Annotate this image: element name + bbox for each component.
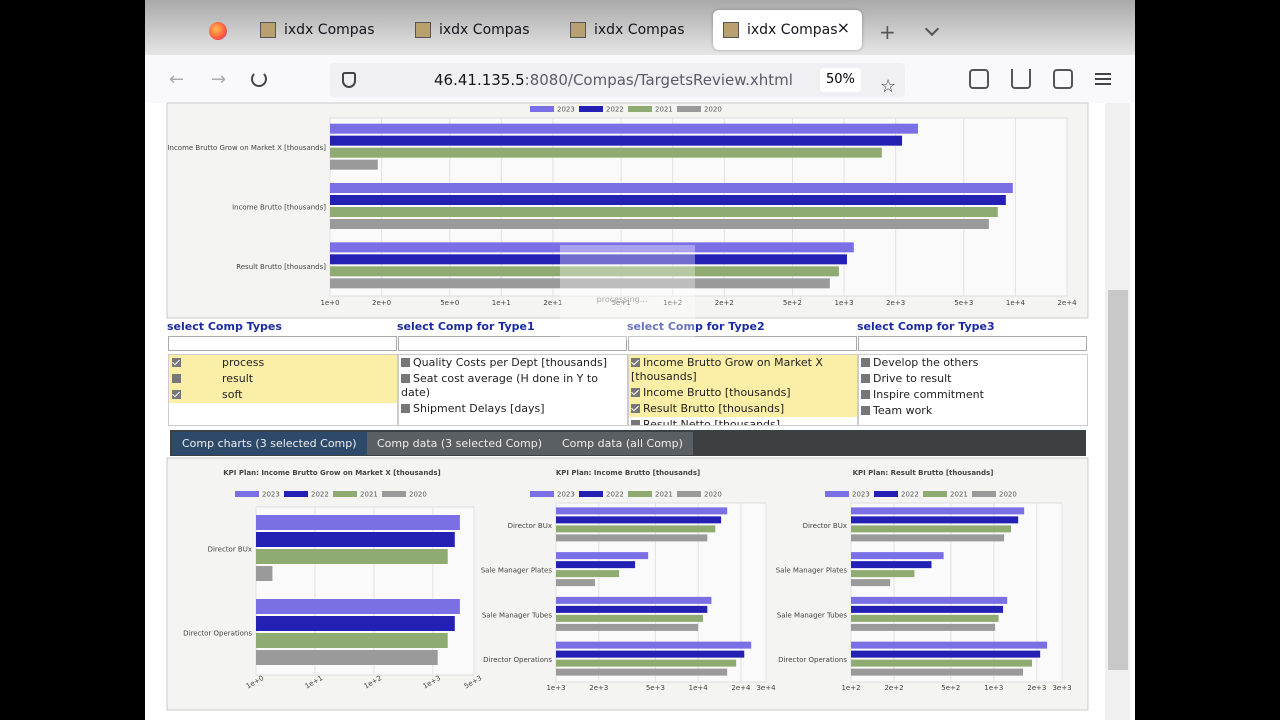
url-host: 46.41.135.5 [434, 71, 525, 89]
checkbox[interactable] [631, 358, 640, 367]
browser-tab[interactable]: ixdx Compas [560, 10, 700, 50]
list-item[interactable]: Result Brutto [thousands] [629, 401, 857, 417]
tab-icon [570, 22, 586, 38]
item-label: soft [222, 388, 243, 401]
list-item[interactable]: Income Brutto [thousands] [629, 385, 857, 401]
list-item[interactable]: Develop the others [859, 355, 1087, 371]
list-item[interactable]: Shipment Delays [days] [399, 401, 627, 417]
selector-title: select Comp for Type1 [397, 320, 535, 333]
checkbox[interactable] [861, 358, 870, 367]
list-item[interactable]: soft [169, 387, 397, 403]
checkbox[interactable] [861, 406, 870, 415]
reload-button[interactable] [251, 71, 267, 87]
menu-bar [1095, 78, 1111, 80]
toolbar: ← → 46.41.135.5:8080/Compas/TargetsRevie… [145, 55, 1135, 104]
item-label: Income Brutto [thousands] [643, 386, 791, 399]
tab-title: ixdx Compas [439, 22, 530, 38]
list-item[interactable]: Seat cost average (H done in Y to date) [399, 371, 627, 401]
checkbox[interactable] [172, 390, 181, 399]
checkbox[interactable] [861, 374, 870, 383]
list-item[interactable]: Income Brutto Grow on Market X [thousand… [629, 355, 857, 385]
selector-title: select Comp for Type2 [627, 320, 765, 333]
bookmark-star[interactable]: ☆ [880, 76, 897, 97]
checkbox[interactable] [172, 374, 181, 383]
checkbox[interactable] [631, 404, 640, 413]
search-box[interactable] [628, 336, 857, 351]
view-tab[interactable]: Comp data (3 selected Comp) [367, 432, 552, 455]
selector-title: select Comp Types [167, 320, 282, 333]
zoom-level[interactable]: 50% [820, 68, 861, 92]
list-item[interactable]: Team work [859, 403, 1087, 419]
view-tabs: Comp charts (3 selected Comp) Comp data (… [170, 430, 1086, 456]
tab-title: ixdx Compas [747, 22, 838, 38]
view-tab[interactable]: Comp data (all Comp) [552, 432, 693, 455]
search-box[interactable] [398, 336, 627, 351]
checkbox[interactable] [631, 420, 640, 425]
browser-window: ixdx Compas ixdx Compas ixdx Compas ixdx Co… [145, 0, 1135, 720]
url-bar[interactable]: 46.41.135.5:8080/Compas/TargetsReview.xh… [330, 63, 905, 97]
item-label: Develop the others [873, 356, 979, 369]
view-tab[interactable]: Comp charts (3 selected Comp) [172, 432, 367, 455]
list-item[interactable]: Drive to result [859, 371, 1087, 387]
downloads-button[interactable] [1011, 69, 1031, 89]
tab-bar: ixdx Compas ixdx Compas ixdx Compas ixdx Co… [145, 0, 1135, 55]
checkbox[interactable] [401, 404, 410, 413]
item-label: Seat cost average (H done in Y to date) [401, 372, 598, 399]
search-box[interactable] [858, 336, 1087, 351]
search-box[interactable] [168, 336, 397, 351]
tab-list-button[interactable] [924, 21, 940, 37]
item-label: Result Brutto [thousands] [643, 402, 785, 415]
item-label: Income Brutto Grow on Market X [thousand… [631, 356, 823, 383]
browser-tab[interactable]: ixdx Compas [250, 10, 395, 50]
selector-list: process result soft [168, 354, 398, 426]
tab-close[interactable]: × [836, 18, 850, 37]
extensions-button[interactable] [1053, 69, 1073, 89]
browser-tab[interactable]: ixdx Compas [405, 10, 545, 50]
url-path: :8080/Compas/TargetsReview.xhtml [524, 71, 793, 89]
list-item[interactable]: Quality Costs per Dept [thousands] [399, 355, 627, 371]
item-label: Quality Costs per Dept [thousands] [413, 356, 608, 369]
checkbox[interactable] [861, 390, 870, 399]
back-button[interactable]: ← [169, 69, 185, 90]
new-tab-button[interactable]: + [879, 20, 896, 44]
selector-list: Develop the others Drive to result Inspire… [858, 354, 1088, 426]
tab-icon [415, 22, 431, 38]
selector-list: Income Brutto Grow on Market X [thousand… [628, 354, 858, 426]
tab-icon [260, 22, 276, 38]
item-label: Result Netto [thousands] [643, 418, 781, 426]
item-label: Shipment Delays [days] [413, 402, 545, 415]
list-item[interactable]: Inspire commitment [859, 387, 1087, 403]
browser-tab[interactable]: ixdx Compas × [713, 10, 862, 50]
forward-button[interactable]: → [211, 69, 227, 90]
tab-title: ixdx Compas [594, 22, 685, 38]
list-item[interactable]: Result Netto [thousands] [629, 417, 857, 426]
tab-title: ixdx Compas [284, 22, 375, 38]
list-item[interactable]: result [169, 371, 397, 387]
item-label: result [222, 372, 254, 385]
shield-icon[interactable] [342, 72, 356, 88]
url: 46.41.135.5:8080/Compas/TargetsReview.xh… [434, 63, 793, 97]
selector-list: Quality Costs per Dept [thousands] Seat c… [398, 354, 628, 426]
checkbox[interactable] [401, 358, 410, 367]
item-label: process [222, 356, 265, 369]
selector-title: select Comp for Type3 [857, 320, 995, 333]
checkbox[interactable] [401, 374, 410, 383]
item-label: Drive to result [873, 372, 952, 385]
scrollbar-thumb[interactable] [1108, 290, 1128, 670]
tab-icon [723, 22, 739, 38]
item-label: Team work [873, 404, 933, 417]
item-label: Inspire commitment [873, 388, 984, 401]
pocket-button[interactable] [969, 69, 989, 89]
firefox-icon [209, 22, 227, 40]
menu-button[interactable] [1095, 73, 1111, 85]
checkbox[interactable] [172, 358, 181, 367]
list-item[interactable]: process [169, 355, 397, 371]
checkbox[interactable] [631, 388, 640, 397]
